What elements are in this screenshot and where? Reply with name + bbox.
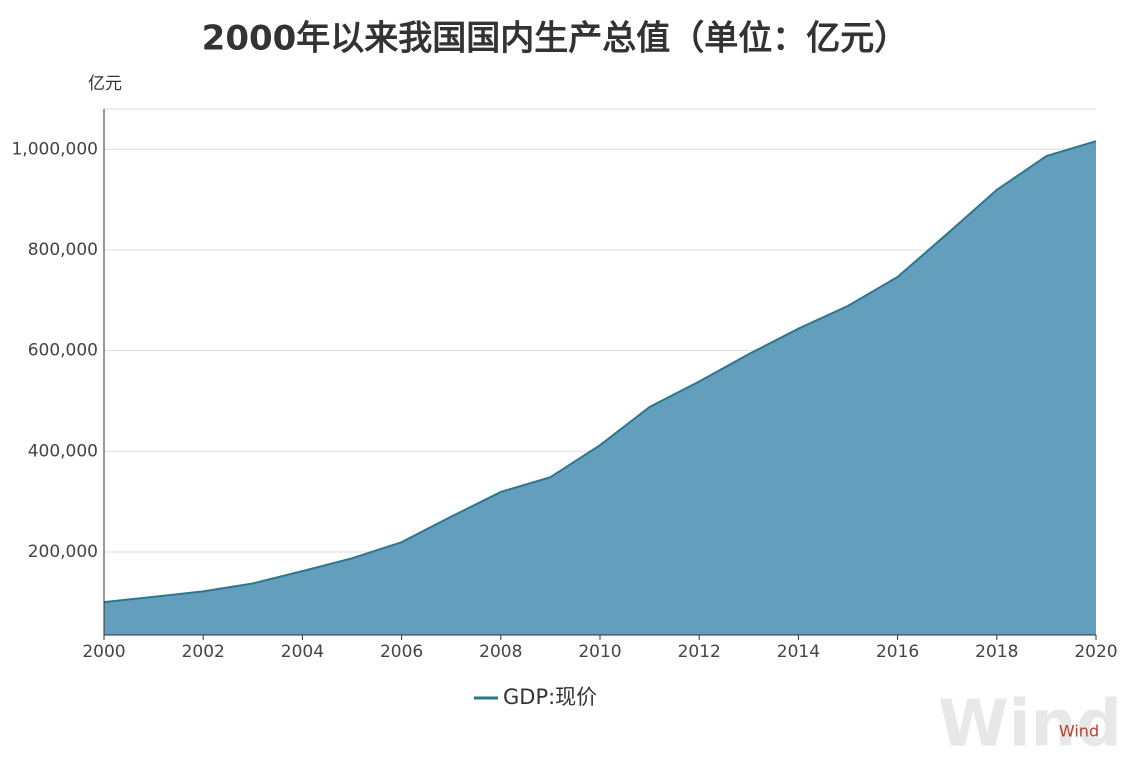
y-tick-label: 200,000 (28, 542, 98, 562)
x-tick-label: 2012 (678, 642, 721, 662)
x-tick-label: 2006 (380, 642, 423, 662)
x-tick-label: 2004 (281, 642, 324, 662)
x-tick-label: 2018 (975, 642, 1018, 662)
y-tick-label: 600,000 (28, 341, 98, 361)
watermark: Wind (1059, 722, 1099, 741)
x-tick-label: 2010 (578, 642, 621, 662)
x-tick-label: 2002 (182, 642, 225, 662)
watermark-logo: Wind (938, 688, 1122, 762)
area (104, 141, 1096, 635)
y-tick-label: 1,000,000 (11, 139, 98, 159)
x-tick-label: 2020 (1074, 642, 1117, 662)
y-tick-label: 400,000 (28, 441, 98, 461)
line (103, 140, 1097, 604)
x-tick-label: 2000 (82, 642, 125, 662)
x-tick-label: 2008 (479, 642, 522, 662)
legend-label: GDP:现价 (503, 685, 597, 709)
y-tick-label: 800,000 (28, 240, 98, 260)
x-tick-label: 2014 (777, 642, 820, 662)
x-tick-label: 2016 (876, 642, 919, 662)
y-axis-label: 亿元 (88, 74, 122, 94)
chart-title: 2000年以来我国国内生产总值（单位：亿元） (202, 19, 909, 59)
